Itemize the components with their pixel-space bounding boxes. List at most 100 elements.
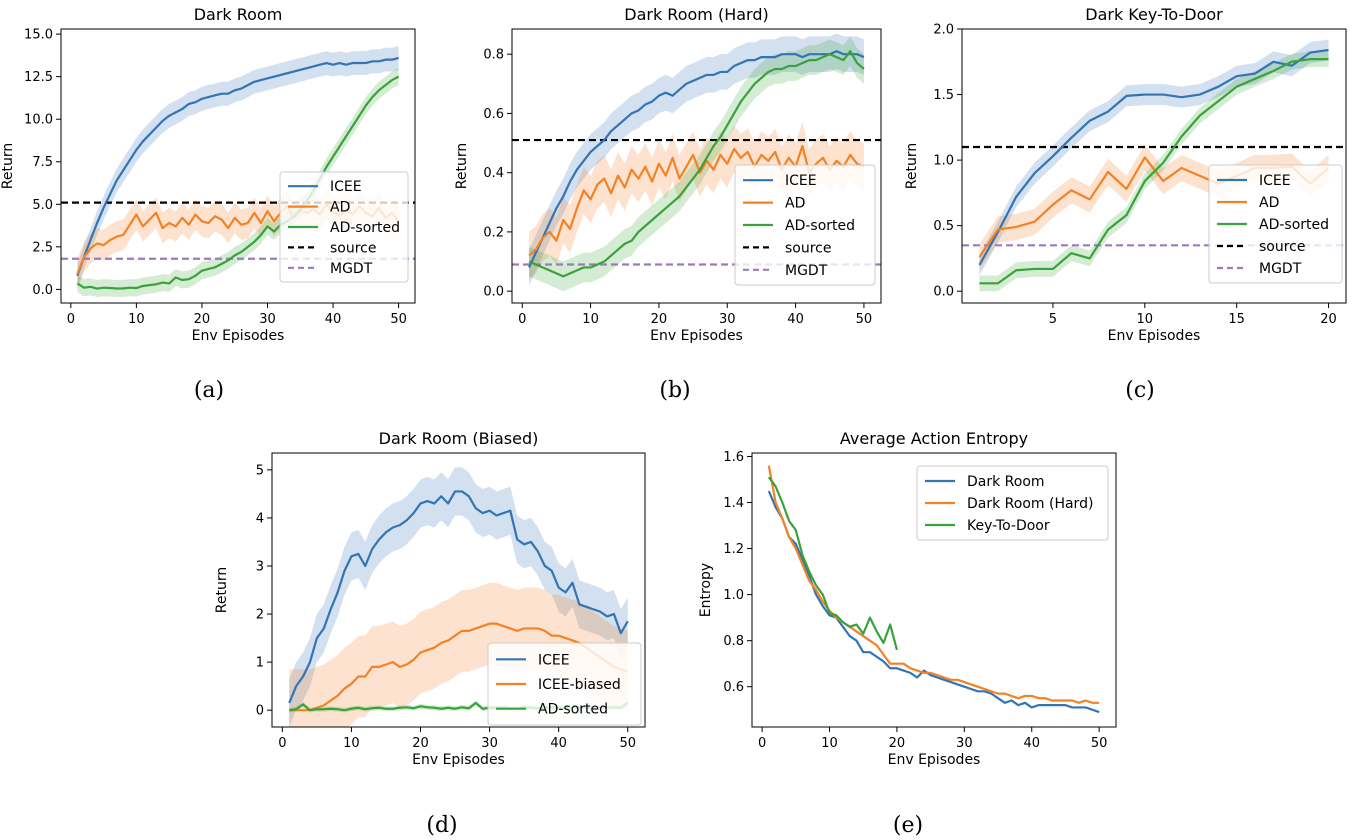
panel-label: (b) — [659, 378, 690, 403]
x-axis-label: Env Episodes — [650, 328, 743, 344]
y-tick-label: 5.0 — [32, 198, 53, 213]
y-tick-label: 2.5 — [32, 240, 53, 255]
band-icee — [529, 33, 864, 286]
line-ad-sorted — [979, 58, 1329, 285]
x-tick-label: 50 — [856, 312, 873, 327]
y-tick-label: 2 — [256, 608, 264, 623]
x-tick-label: 40 — [1023, 736, 1040, 751]
legend-label: AD-sorted — [330, 220, 400, 236]
x-tick-label: 20 — [412, 736, 429, 751]
panel-label: (a) — [194, 378, 224, 403]
axes-frame — [60, 28, 416, 304]
legend-label: Dark Room (Hard) — [967, 496, 1093, 512]
axes-frame — [751, 452, 1117, 728]
legend: Dark Room Dark Room (Hard) Key-To-Door — [916, 465, 1109, 541]
panel-label: (e) — [893, 813, 923, 838]
legend-label: AD — [785, 196, 805, 212]
y-tick-label: 5 — [256, 463, 264, 478]
x-tick-label: 0 — [758, 736, 766, 751]
x-tick-label: 20 — [651, 312, 668, 327]
x-tick-label: 0 — [67, 312, 75, 327]
x-tick-label: 0 — [518, 312, 526, 327]
line-icee — [288, 490, 629, 704]
y-tick-label: 15.0 — [24, 28, 53, 43]
y-axis-label: Return — [214, 567, 230, 613]
legend-frame — [916, 465, 1109, 541]
line-key-to-door — [767, 476, 898, 651]
x-tick-label: 15 — [1228, 312, 1245, 327]
x-tick-label: 30 — [259, 312, 276, 327]
line-dark-room — [767, 490, 1100, 714]
y-tick-label: 1 — [256, 656, 264, 671]
x-tick-label: 10 — [343, 736, 360, 751]
x-tick-label: 50 — [390, 312, 407, 327]
y-tick-label: 0.8 — [723, 634, 744, 649]
chart-title: Dark Room (Hard) — [624, 5, 768, 24]
legend-label: ICEE — [785, 173, 817, 189]
line-icee — [978, 48, 1329, 266]
band-ad — [529, 122, 864, 280]
legend-label: ICEE — [538, 652, 570, 668]
legend-label: Dark Room — [967, 474, 1045, 490]
y-tick-label: 0.0 — [933, 285, 954, 300]
y-tick-label: 0.2 — [483, 225, 504, 240]
x-tick-label: 40 — [787, 312, 804, 327]
y-axis-label: Return — [0, 143, 16, 189]
x-tick-label: 10 — [1137, 312, 1154, 327]
x-tick-label: 20 — [1320, 312, 1337, 327]
y-tick-label: 0.0 — [32, 283, 53, 298]
x-tick-label: 10 — [821, 736, 838, 751]
y-tick-label: 1.0 — [723, 588, 744, 603]
band-icee — [289, 467, 628, 727]
x-tick-label: 50 — [1091, 736, 1108, 751]
x-axis-label: Env Episodes — [1108, 328, 1201, 344]
band-icee — [77, 46, 399, 288]
y-tick-label: 7.5 — [32, 155, 53, 170]
band-icee-biased — [289, 582, 628, 727]
x-axis-label: Env Episodes — [192, 328, 285, 344]
x-axis-label: Env Episodes — [412, 752, 505, 768]
x-tick-label: 5 — [1049, 312, 1057, 327]
y-tick-label: 0.6 — [483, 107, 504, 122]
x-tick-label: 50 — [619, 736, 636, 751]
legend-label: AD — [330, 200, 350, 216]
legend: ICEE AD AD-sorted source MGDT — [734, 164, 876, 286]
chart-a: 0 10 20 30 40 50 0.0 2.5 5.0 7.5 10.0 12.5 15.0 Dark … — [0, 5, 416, 403]
chart-title: Dark Room — [194, 5, 283, 24]
legend-frame — [1208, 164, 1343, 284]
chart-title: Average Action Entropy — [840, 429, 1028, 448]
line-icee — [76, 56, 399, 277]
legend-label: AD — [1259, 195, 1279, 211]
legend: ICEE AD AD-sorted source MGDT — [279, 171, 409, 283]
x-tick-label: 40 — [550, 736, 567, 751]
legend-label: ICEE — [1259, 173, 1291, 189]
x-tick-label: 30 — [956, 736, 973, 751]
legend-label: source — [1259, 239, 1306, 255]
x-tick-label: 10 — [128, 312, 145, 327]
line-ad-sorted — [528, 50, 865, 278]
panel-label: (c) — [1125, 378, 1155, 403]
line-ad-sorted — [76, 75, 400, 290]
line-icee-biased — [289, 622, 629, 712]
line-icee — [528, 50, 865, 268]
y-axis-label: Return — [454, 143, 470, 189]
legend-label: MGDT — [785, 263, 828, 279]
y-tick-label: 4 — [256, 511, 264, 526]
x-tick-label: 20 — [194, 312, 211, 327]
y-tick-label: 1.4 — [723, 496, 744, 511]
legend-label: MGDT — [330, 261, 373, 277]
chart-e: 0 10 20 30 40 50 0.6 0.8 1.0 1.2 1.4 1.6 Average Act… — [698, 429, 1117, 838]
x-tick-label: 40 — [325, 312, 342, 327]
legend-label: Key-To-Door — [967, 518, 1050, 534]
legend-label: MGDT — [1259, 261, 1302, 277]
y-tick-label: 1.0 — [933, 154, 954, 169]
y-tick-label: 0.8 — [483, 48, 504, 63]
legend-frame — [279, 171, 409, 283]
chart-d: 0 10 20 30 40 50 0 1 2 3 4 5 Dark Room (Biased) Env E… — [214, 429, 646, 838]
chart-b: 0 10 20 30 40 50 0.0 0.2 0.4 0.6 0.8 Dark Room (Har… — [454, 5, 882, 403]
y-tick-label: 3 — [256, 559, 264, 574]
x-axis-label: Env Episodes — [888, 752, 981, 768]
y-axis-label: Entropy — [698, 563, 714, 617]
x-tick-label: 20 — [889, 736, 906, 751]
